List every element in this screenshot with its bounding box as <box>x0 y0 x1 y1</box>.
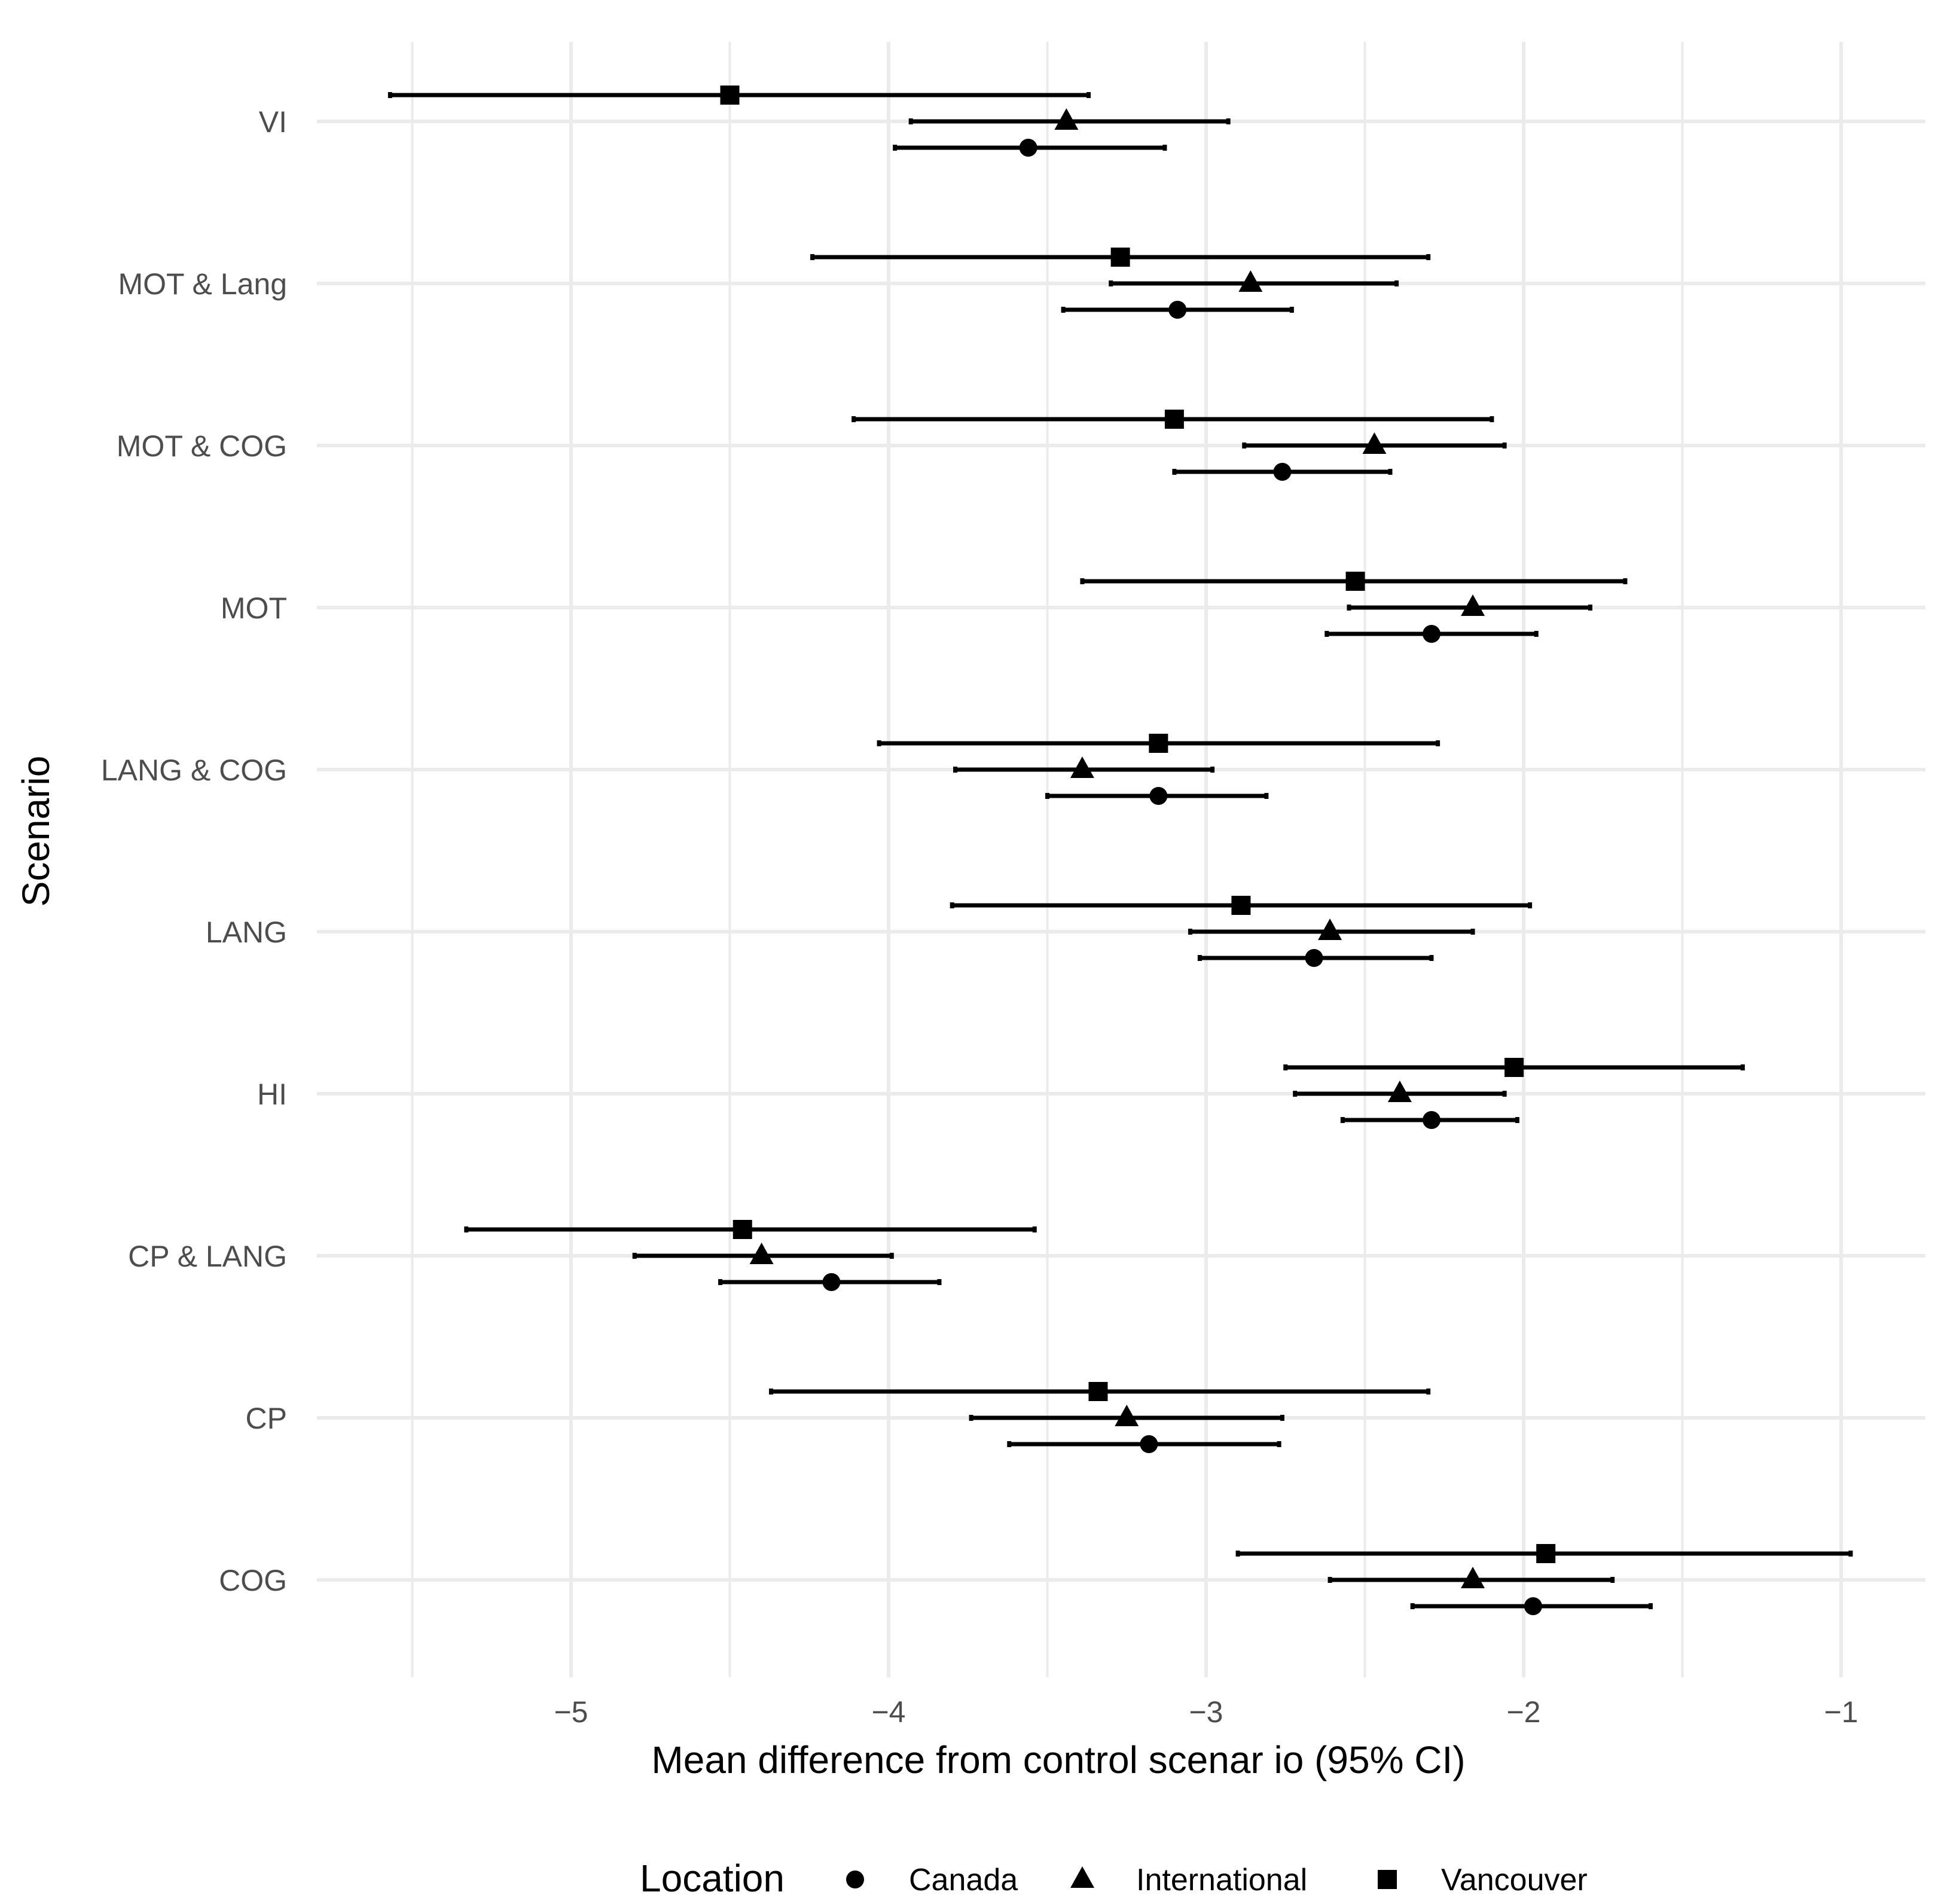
legend-key-vancouver <box>1378 1870 1397 1889</box>
y-tick-label-cp-and-lang: CP & LANG <box>128 1240 287 1273</box>
point-estimates <box>720 86 1556 1615</box>
y-tick-label-vi: VI <box>259 105 287 139</box>
point-international-mot <box>1461 594 1485 616</box>
legend-entries: Canada International Vancouver <box>846 1863 1588 1897</box>
point-canada-mot-and-cog <box>1273 463 1292 481</box>
y-tick-label-mot: MOT <box>221 591 287 625</box>
point-canada-vi <box>1019 139 1037 157</box>
legend-label-canada: Canada <box>909 1863 1018 1897</box>
legend-label-international: International <box>1136 1863 1307 1897</box>
y-tick-label-lang-and-cog: LANG & COG <box>101 753 287 787</box>
point-vancouver-vi <box>720 86 740 105</box>
point-international-mot-and-cog <box>1362 432 1387 454</box>
point-canada-cp-and-lang <box>822 1273 841 1291</box>
point-vancouver-mot-and-cog <box>1164 410 1184 429</box>
point-vancouver-lang-and-cog <box>1149 734 1168 753</box>
x-tick-label: −1 <box>1824 1695 1858 1729</box>
point-canada-cog <box>1524 1597 1542 1615</box>
y-tick-label-lang: LANG <box>206 916 287 949</box>
minor-gridlines <box>411 42 1684 1677</box>
x-axis-tick-labels: −5 −4 −3 −2 −1 <box>554 1695 1858 1729</box>
point-vancouver-mot-and-lang <box>1110 248 1130 267</box>
point-canada-hi <box>1423 1111 1441 1129</box>
point-canada-mot-and-lang <box>1168 301 1187 319</box>
point-international-vi <box>1054 108 1079 130</box>
y-tick-label-cp: CP <box>246 1402 287 1435</box>
legend-key-canada <box>846 1871 864 1888</box>
point-canada-cp <box>1140 1435 1158 1453</box>
y-axis-title: Scenario <box>14 756 57 907</box>
point-canada-lang <box>1305 949 1323 967</box>
point-canada-mot <box>1423 625 1441 643</box>
point-international-cog <box>1461 1567 1485 1588</box>
point-canada-lang-and-cog <box>1149 787 1168 805</box>
point-vancouver-cp-and-lang <box>733 1220 752 1239</box>
y-tick-label-mot-and-lang: MOT & Lang <box>118 267 287 301</box>
x-tick-label: −3 <box>1189 1695 1223 1729</box>
legend: Location Canada International Vancouver <box>640 1857 1588 1900</box>
y-tick-label-hi: HI <box>257 1078 287 1111</box>
y-axis-tick-labels: VI MOT & Lang MOT & COG MOT LANG & COG LANG HI… <box>101 105 287 1597</box>
x-tick-label: −4 <box>871 1695 905 1729</box>
legend-key-international <box>1070 1866 1094 1888</box>
point-international-lang <box>1318 919 1342 940</box>
point-vancouver-lang <box>1231 896 1251 915</box>
point-international-cp-and-lang <box>749 1243 774 1264</box>
point-vancouver-cp <box>1088 1382 1108 1401</box>
point-vancouver-mot <box>1345 572 1365 591</box>
point-international-hi <box>1387 1081 1412 1102</box>
major-gridlines <box>317 42 1925 1677</box>
point-international-lang-and-cog <box>1070 756 1094 778</box>
x-axis-title: Mean difference from control scenar io (… <box>651 1738 1465 1781</box>
confidence-intervals <box>387 92 1853 1609</box>
x-tick-label: −5 <box>554 1695 588 1729</box>
legend-label-vancouver: Vancouver <box>1441 1863 1588 1897</box>
point-vancouver-cog <box>1536 1544 1556 1563</box>
point-vancouver-hi <box>1504 1058 1524 1077</box>
y-tick-label-mot-and-cog: MOT & COG <box>117 429 287 463</box>
y-tick-label-cog: COG <box>219 1564 287 1597</box>
point-international-cp <box>1115 1405 1139 1426</box>
x-tick-label: −2 <box>1506 1695 1540 1729</box>
legend-title: Location <box>640 1857 785 1900</box>
point-international-mot-and-lang <box>1238 270 1263 292</box>
